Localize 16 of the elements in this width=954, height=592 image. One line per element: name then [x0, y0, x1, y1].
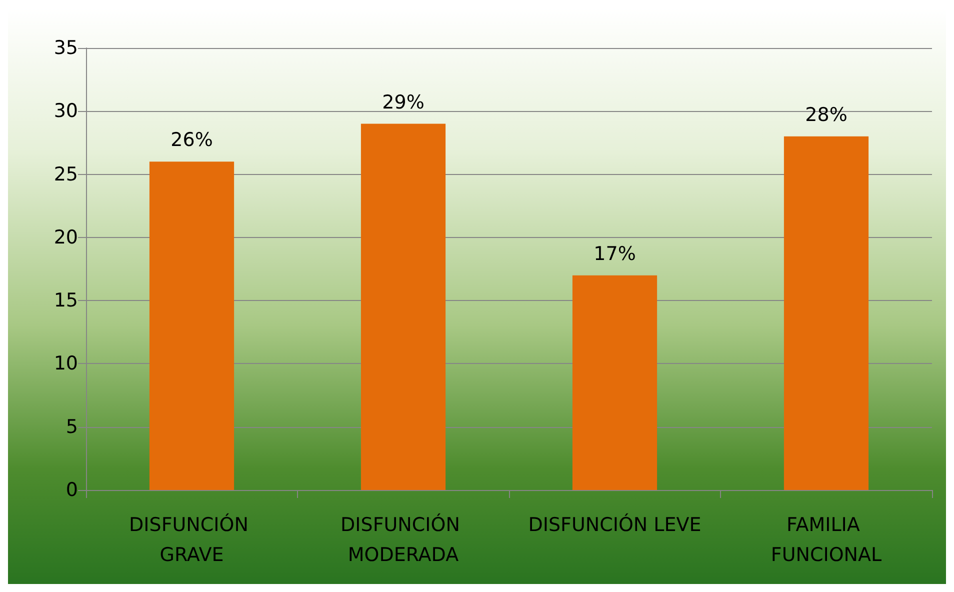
y-tick-label: 30	[54, 100, 78, 122]
x-tick-label: FAMILIA FUNCIONAL	[770, 514, 882, 566]
y-tick-label: 20	[54, 226, 78, 248]
y-tick-label: 5	[66, 416, 78, 438]
y-tick-label: 10	[54, 352, 78, 375]
data-label: 17%	[594, 242, 636, 265]
x-tick-label: DISFUNCIÓN GRAVE	[129, 513, 254, 566]
y-tick-label: 0	[66, 479, 78, 501]
y-tick-label: 35	[54, 37, 78, 59]
data-label: 28%	[805, 104, 848, 126]
y-tick-label: 25	[54, 163, 78, 186]
x-tick-label: DISFUNCIÓN MODERADA	[340, 513, 466, 566]
data-label: 29%	[382, 91, 424, 114]
data-label: 26%	[170, 129, 213, 152]
y-tick-label: 15	[54, 290, 78, 312]
x-tick-label: DISFUNCIÓN LEVE	[528, 513, 702, 536]
